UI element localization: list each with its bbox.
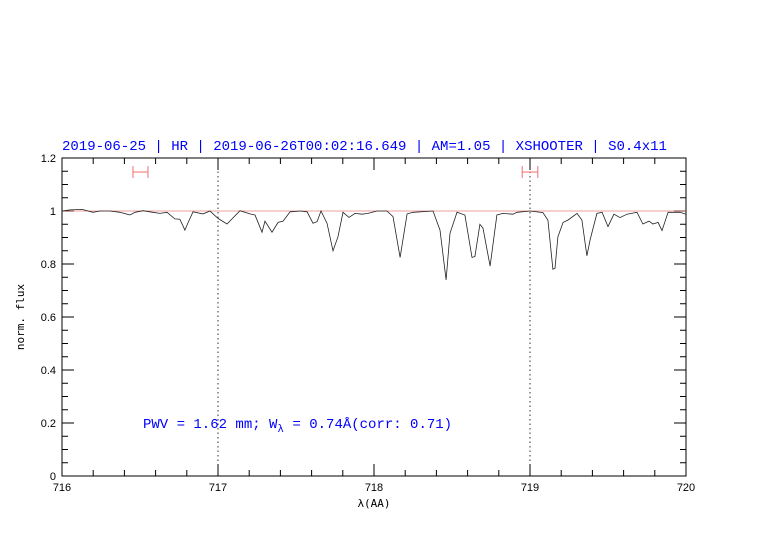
y-tick-label: 1.2 [41,153,56,165]
x-tick-label: 718 [365,482,383,494]
x-tick-label: 720 [677,482,695,494]
annotation-subscript: λ [277,424,284,436]
y-tick-label: 0.8 [41,259,56,271]
pwv-annotation: PWV = 1.62 mm; Wλ = 0.74Å(corr: 0.71) [143,416,452,436]
y-axis-label: norm. flux [14,284,27,351]
x-tick-label: 716 [53,482,71,494]
y-tick-label: 0.4 [41,365,56,377]
y-tick-label: 1 [50,206,56,218]
x-tick-label: 719 [521,482,539,494]
chart-title: 2019-06-25 | HR | 2019-06-26T00:02:16.64… [62,139,667,155]
y-tick-label: 0 [50,471,56,483]
annotation-prefix: PWV = 1.62 mm; W [143,417,278,433]
y-tick-label: 0.6 [41,312,56,324]
annotation-suffix: = 0.74Å(corr: 0.71) [284,416,452,433]
spectrum-line [61,208,687,280]
x-tick-label: 717 [209,482,227,494]
y-tick-label: 0.2 [41,418,56,430]
x-axis-label: λ(AA) [357,497,390,510]
